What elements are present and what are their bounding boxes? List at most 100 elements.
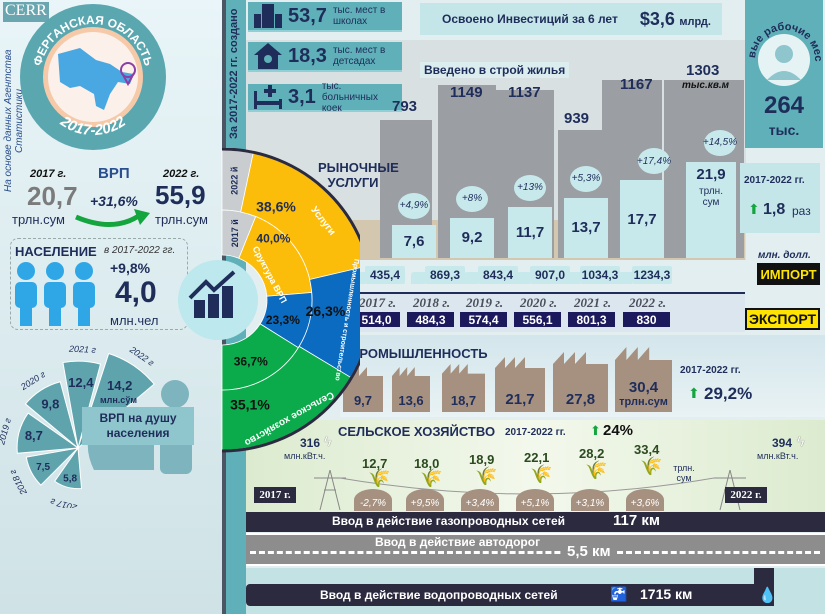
export-value: 484,3 [407, 312, 454, 327]
created-kindergarten: 18,3 тыс. мест в детсадах [248, 42, 402, 72]
jobs-title-arc: Новые рабочие места [745, 0, 823, 86]
market-title: РЫНОЧНЫЕ УСЛУГИ [318, 160, 399, 190]
truck-cab-icon [411, 272, 425, 284]
wheat-icon: 🌾 [368, 468, 391, 488]
agriculture-value: 28,2 [579, 446, 605, 461]
truck-cab-icon [566, 272, 580, 284]
per-capita-petal [62, 360, 102, 449]
industry-value: 21,7 [505, 391, 535, 408]
hospital-bed-icon [254, 85, 282, 109]
created-hospital: 3,1 тыс. больничных коек [248, 80, 402, 114]
housing-value: 1149 [450, 84, 483, 101]
location-pin-icon [120, 62, 136, 87]
per-capita-petal [25, 447, 80, 486]
truck-cab-icon [516, 272, 530, 284]
industry-value: 27,8 [565, 391, 596, 408]
vrp-year-start: 2017 г. [30, 168, 67, 180]
road-text: Ввод в действие автодорог [375, 535, 541, 549]
agriculture-value: 22,1 [524, 450, 550, 465]
industry-value: 9,7 [353, 393, 373, 408]
market-bar: 11,7 [508, 206, 552, 258]
agriculture-growth: 24% [603, 422, 634, 439]
wheat-icon: 🌾 [420, 468, 443, 488]
market-bar: 7,6 [392, 224, 436, 258]
market-growth-bubble: +5,3% [570, 165, 602, 192]
per-capita-year: 2021 г [68, 344, 97, 355]
import-value: 869,3 [425, 266, 465, 284]
industry-value: 30,4 [628, 379, 659, 396]
agriculture-title: СЕЛЬСКОЕ ХОЗЯЙСТВО [338, 424, 496, 439]
agriculture-unit: трлн. сум [673, 463, 695, 483]
market-unit: трлн. сум [699, 186, 723, 208]
industry-period: 2017-2022 гг. [680, 365, 741, 376]
factory-icon: 13,6 [392, 367, 430, 412]
export-value: 514,0 [353, 312, 400, 327]
vrp-unit-start: трлн.сум [12, 212, 65, 227]
per-capita-value: 14,2 [107, 378, 132, 393]
uzbekistan-map-icon [58, 48, 134, 110]
wheat-icon: 🌾 [475, 466, 498, 486]
import-value: 435,4 [365, 266, 405, 284]
per-capita-value: 5,8 [63, 473, 77, 484]
year-end-sign: 2022 г. [725, 487, 767, 503]
region-emblem: ФЕРГАНСКАЯ ОБЛАСТЬ 2017-2022 [20, 4, 166, 150]
school-value: 53,7 [288, 4, 327, 27]
agriculture-value: 12,7 [362, 456, 388, 471]
vrp-value-start: 20,7 [27, 181, 78, 211]
population-period: в 2017-2022 гг. [104, 245, 176, 256]
structure-outer-percent: 35,1% [230, 396, 270, 412]
investment-value: $3,6 [639, 8, 675, 29]
school-icon [254, 4, 282, 28]
vrp-growth: +31,6% [90, 193, 138, 209]
industry-value: 13,6 [398, 393, 424, 408]
export-label: ЭКСПОРТ [745, 308, 820, 330]
population-unit: млн.чел [110, 313, 159, 328]
market-growth-bubble: +14,5% [703, 129, 737, 156]
industry-value: 18,7 [450, 393, 477, 408]
housing-value: 793 [392, 98, 418, 115]
structure-inner-percent: 36,7% [234, 355, 268, 369]
export-value: 830 [623, 312, 670, 327]
per-capita-petal [24, 381, 79, 450]
market-growth-bubble: +4,9% [398, 192, 430, 219]
housing-title: Введено в строй жилья [420, 62, 570, 78]
hospital-text: тыс. больничных коек [321, 80, 378, 114]
market-bar: 13,7 [564, 197, 608, 258]
per-capita-value: 8,7 [25, 428, 43, 443]
water-tap-icon: 🚰 [610, 586, 628, 602]
export-year: 2018 г. [413, 295, 451, 310]
vrp-value-end: 55,9 [155, 180, 206, 210]
market-growth-bubble: +8% [456, 185, 488, 212]
lightning-icon: ϟ [797, 433, 805, 449]
population-value: 4,0 [115, 276, 157, 309]
market-bar: 21,9 [686, 161, 736, 258]
vrp-unit-end: трлн.сум [155, 212, 208, 227]
water-drop-icon: 💧 [758, 587, 777, 604]
year-2022-label: 2022 й [230, 167, 240, 195]
chart-outline [221, 148, 360, 453]
created-school: 53,7 тыс. мест в школах [248, 2, 402, 32]
up-arrow-icon: ⬆ [688, 385, 700, 401]
agriculture-value: 18,0 [414, 456, 440, 471]
per-capita-year: 2019 г [0, 417, 13, 447]
people-icon [15, 262, 95, 326]
gas-value: 117 км [613, 512, 660, 529]
kindergarten-icon [254, 43, 282, 69]
industry-title: ПРОМЫШЛЕННОСТЬ [350, 346, 488, 361]
school-text: тыс. мест в школах [332, 5, 386, 27]
water-pipe [246, 584, 771, 606]
agriculture-value: 18,9 [469, 452, 495, 467]
wheat-icon: 🌾 [640, 456, 663, 476]
agriculture-change: +3,4% [461, 489, 499, 511]
lightning-icon: ϟ [324, 433, 332, 449]
vrp-year-end: 2022 г. [163, 168, 200, 180]
housing-value: 1167 [620, 76, 653, 93]
export-year: 2021 г. [574, 295, 612, 310]
investment-box: Освоено Инвестиций за 6 лет $3,6 млрд. [420, 3, 722, 35]
agriculture-period: 2017-2022 гг. [505, 427, 566, 438]
export-year: 2022 г. [629, 295, 667, 310]
import-value: 843,4 [478, 266, 518, 284]
road [246, 533, 825, 566]
kindergarten-value: 18,3 [288, 44, 327, 67]
